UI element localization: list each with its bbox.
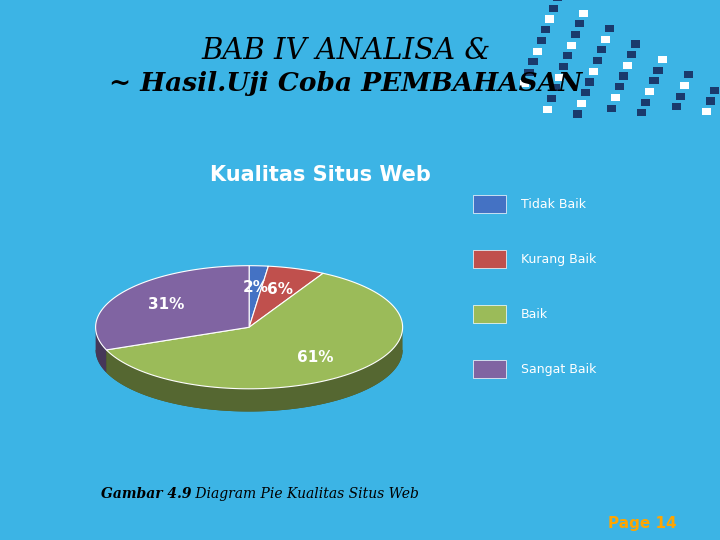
Bar bbox=[607, 105, 616, 112]
Bar bbox=[533, 48, 541, 55]
Bar bbox=[675, 93, 685, 100]
Polygon shape bbox=[96, 327, 107, 373]
Bar bbox=[654, 66, 662, 73]
Bar bbox=[680, 82, 689, 89]
Bar bbox=[528, 58, 538, 65]
Bar bbox=[474, 195, 506, 213]
Bar bbox=[551, 84, 559, 91]
Bar bbox=[521, 79, 529, 87]
Bar bbox=[601, 36, 610, 43]
Bar bbox=[571, 31, 580, 38]
Bar bbox=[549, 5, 558, 12]
Bar bbox=[611, 94, 620, 101]
Bar bbox=[702, 108, 711, 115]
Bar bbox=[597, 46, 606, 53]
Bar bbox=[642, 99, 650, 106]
Bar bbox=[536, 37, 546, 44]
Text: Page 14: Page 14 bbox=[608, 516, 677, 531]
Bar bbox=[684, 71, 693, 78]
Text: Diagram Pie Kualitas Situs Web: Diagram Pie Kualitas Situs Web bbox=[191, 487, 418, 501]
Bar bbox=[645, 88, 654, 95]
Bar bbox=[585, 78, 594, 85]
Bar bbox=[546, 95, 556, 102]
Bar bbox=[615, 83, 624, 90]
Bar bbox=[577, 100, 586, 107]
Bar bbox=[541, 26, 549, 33]
Bar bbox=[631, 40, 640, 48]
Bar bbox=[593, 57, 602, 64]
Bar bbox=[474, 361, 506, 379]
Bar bbox=[619, 72, 629, 79]
Bar bbox=[637, 109, 647, 117]
Text: Kualitas Situs Web: Kualitas Situs Web bbox=[210, 165, 431, 185]
Bar bbox=[649, 77, 659, 84]
Polygon shape bbox=[249, 266, 269, 327]
Polygon shape bbox=[249, 266, 323, 327]
Bar bbox=[554, 73, 564, 81]
Text: 31%: 31% bbox=[148, 297, 185, 312]
Bar bbox=[573, 111, 582, 118]
Bar bbox=[559, 63, 568, 70]
Text: Baik: Baik bbox=[521, 308, 548, 321]
Bar bbox=[589, 68, 598, 75]
Text: BAB IV ANALISA &: BAB IV ANALISA & bbox=[201, 37, 490, 65]
Text: Tidak Baik: Tidak Baik bbox=[521, 198, 585, 211]
Bar bbox=[624, 62, 632, 69]
Bar bbox=[474, 306, 506, 323]
Bar bbox=[524, 69, 534, 76]
Bar bbox=[657, 56, 667, 63]
Polygon shape bbox=[96, 350, 402, 411]
Bar bbox=[544, 16, 554, 23]
Text: 6%: 6% bbox=[267, 282, 293, 296]
Text: Kurang Baik: Kurang Baik bbox=[521, 253, 596, 266]
Text: Gambar 4.9: Gambar 4.9 bbox=[101, 487, 192, 501]
Bar bbox=[605, 25, 614, 32]
Polygon shape bbox=[107, 329, 402, 411]
Bar bbox=[567, 42, 576, 49]
Polygon shape bbox=[107, 273, 402, 389]
Bar bbox=[706, 97, 715, 105]
Text: 2%: 2% bbox=[243, 280, 269, 295]
Bar bbox=[627, 51, 636, 58]
Polygon shape bbox=[96, 266, 249, 350]
Bar bbox=[581, 89, 590, 96]
Bar bbox=[575, 20, 584, 28]
Bar bbox=[553, 0, 562, 1]
Bar bbox=[672, 103, 680, 111]
Text: Sangat Baik: Sangat Baik bbox=[521, 363, 596, 376]
Text: ~ Hasil.Uji Coba PEMBAHASAN: ~ Hasil.Uji Coba PEMBAHASAN bbox=[109, 71, 582, 96]
Bar bbox=[710, 87, 719, 94]
Bar bbox=[579, 10, 588, 17]
Bar bbox=[563, 52, 572, 59]
Bar bbox=[474, 251, 506, 268]
Text: 61%: 61% bbox=[297, 350, 333, 364]
Bar bbox=[543, 106, 552, 113]
